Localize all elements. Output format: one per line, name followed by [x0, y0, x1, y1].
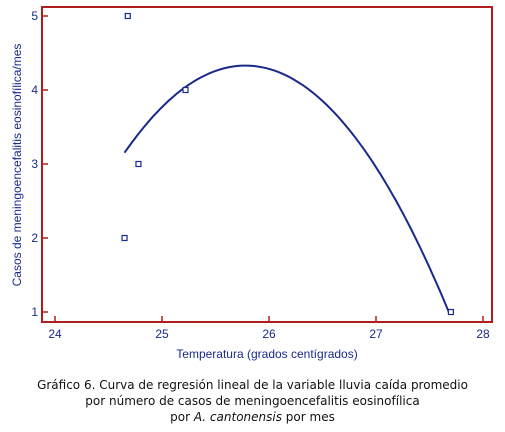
- plot-frame: [41, 6, 493, 323]
- data-point: [124, 12, 131, 20]
- x-tick-label: 26: [262, 327, 276, 341]
- caption-species-name: A. cantonensis: [193, 410, 282, 424]
- y-tick-label: 4: [31, 83, 38, 97]
- caption-line-3-prefix: por: [170, 410, 194, 424]
- caption-line-3: por A. cantonensis por mes: [0, 409, 505, 425]
- x-tick-label: 24: [48, 327, 62, 341]
- x-axis-title: Temperatura (grados centígrados): [176, 347, 357, 361]
- y-tick-label: 2: [31, 231, 38, 245]
- data-points: [121, 12, 454, 316]
- regression-curve-group: [123, 64, 450, 313]
- caption-line-3-suffix: por mes: [281, 410, 335, 424]
- data-point: [447, 308, 454, 316]
- x-tick-label: 25: [155, 327, 169, 341]
- data-point: [135, 160, 142, 168]
- x-tick-label: 27: [369, 327, 383, 341]
- figure-caption: Gráfico 6. Curva de regresión lineal de …: [0, 377, 505, 425]
- y-tick-label: 3: [31, 157, 38, 171]
- caption-line-1: Gráfico 6. Curva de regresión lineal de …: [37, 378, 468, 392]
- data-point: [182, 86, 189, 94]
- y-tick-label: 1: [31, 305, 38, 319]
- regression-curve: [123, 64, 450, 313]
- y-axis-title: Casos de meningoencefalitis eosinofílica…: [10, 44, 24, 287]
- y-axis-ticks: 1 2 3 4 5: [31, 9, 48, 319]
- x-tick-label: 28: [476, 327, 490, 341]
- x-axis-ticks: 24 25 26 27 28: [48, 316, 490, 341]
- data-point: [121, 234, 128, 242]
- chart: 24 25 26 27 28 1 2 3 4 5 Temperatura (grados cen…: [10, 6, 493, 361]
- caption-line-2: por número de casos de meningoencefaliti…: [85, 394, 420, 408]
- y-tick-label: 5: [31, 9, 38, 23]
